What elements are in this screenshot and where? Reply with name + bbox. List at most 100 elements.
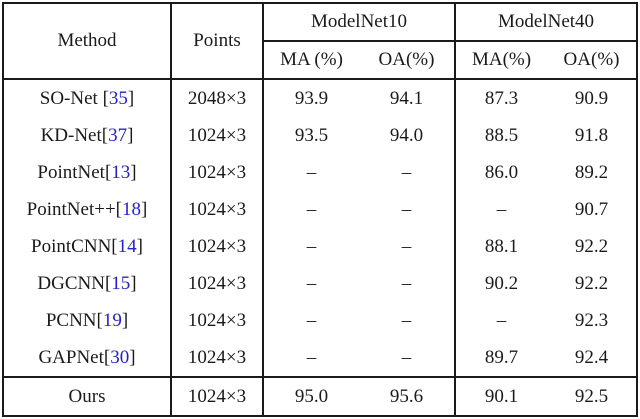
cite-bracket: [ xyxy=(111,235,118,257)
cite-bracket: [ xyxy=(102,87,109,109)
method-cell: PointNet[13] xyxy=(3,154,172,191)
table-row-ours: Ours 1024×3 95.0 95.6 90.1 92.5 xyxy=(3,376,638,416)
method-cell: DGCNN[15] xyxy=(3,265,172,302)
subheader-oa10: OA(%) xyxy=(359,41,457,79)
mn40-ma-cell: 90.2 xyxy=(484,272,519,294)
points-cell: 1024×3 xyxy=(171,191,264,228)
mn10-oa-cell: 95.6 xyxy=(359,376,457,416)
points-cell: 1024×3 xyxy=(171,339,264,377)
mn40-ma-cell: 88.1 xyxy=(484,235,519,257)
points-cell: 1024×3 xyxy=(171,117,264,154)
table-row: PointNet++[18] 1024×3 – – – 90.7 xyxy=(3,191,637,228)
points-cell: 1024×3 xyxy=(171,376,264,416)
method-cell: Ours xyxy=(3,376,172,416)
mn40-ma-cell: – xyxy=(496,198,507,220)
cite-bracket: ] xyxy=(130,272,137,294)
cite-bracket: ] xyxy=(127,124,134,146)
cite-bracket: [ xyxy=(115,198,122,220)
mn10-oa-cell: 94.0 xyxy=(359,117,457,154)
method-label: DGCNN xyxy=(37,272,105,294)
mn10-oa-cell: – xyxy=(359,228,457,265)
subheader-ma10: MA (%) xyxy=(280,49,343,70)
mn40-oa-cell: 90.7 xyxy=(574,198,609,220)
table-row: PCNN[19] 1024×3 – – – 92.3 xyxy=(3,302,637,339)
points-cell: 1024×3 xyxy=(171,302,264,339)
method-cell: GAPNet[30] xyxy=(3,339,172,377)
mn40-oa-cell: 90.9 xyxy=(547,78,638,117)
cite-bracket: ] xyxy=(130,161,137,183)
cite-bracket: [ xyxy=(101,124,109,146)
method-label: SO-Net xyxy=(39,87,103,109)
table-row: SO-Net [35] 2048×3 93.9 94.1 87.3 90.9 xyxy=(3,78,638,117)
citation-link[interactable]: 37 xyxy=(108,124,128,146)
column-header-points: Points xyxy=(171,3,264,79)
method-cell: SO-Net [35] xyxy=(3,78,172,117)
points-cell: 1024×3 xyxy=(171,154,264,191)
mn10-ma-cell: – xyxy=(306,272,317,294)
citation-link[interactable]: 18 xyxy=(122,198,141,220)
mn40-oa-cell: 92.4 xyxy=(574,346,609,368)
method-cell: KD-Net[37] xyxy=(3,117,172,154)
method-label: PointNet xyxy=(37,161,105,183)
subheader-oa40: OA(%) xyxy=(563,49,620,70)
table-row: DGCNN[15] 1024×3 – – 90.2 92.2 xyxy=(3,265,637,302)
table-row: GAPNet[30] 1024×3 – – 89.7 92.4 xyxy=(3,339,637,377)
method-label: PointCNN xyxy=(31,235,112,257)
mn10-oa-cell: – xyxy=(359,191,457,228)
method-cell: PointNet++[18] xyxy=(3,191,172,228)
citation-link[interactable]: 15 xyxy=(111,272,131,294)
column-group-modelnet40: ModelNet40 xyxy=(455,3,638,42)
cite-bracket: ] xyxy=(141,198,148,220)
mn40-ma-cell: 88.5 xyxy=(484,124,519,146)
cite-bracket: ] xyxy=(127,87,135,109)
column-header-method: Method xyxy=(3,3,172,79)
mn40-ma-cell: – xyxy=(496,309,507,331)
mn10-oa-cell: – xyxy=(359,265,457,302)
mn10-ma-cell: – xyxy=(306,161,317,183)
mn10-ma-cell: 93.9 xyxy=(263,78,359,117)
mn40-oa-cell: 92.2 xyxy=(574,235,609,257)
mn10-oa-cell: – xyxy=(359,339,457,377)
mn10-ma-cell: – xyxy=(306,235,317,257)
table-row: PointCNN[14] 1024×3 – – 88.1 92.2 xyxy=(3,228,637,265)
mn40-ma-cell: 90.1 xyxy=(455,376,548,416)
cite-bracket: ] xyxy=(136,235,143,257)
mn40-ma-cell: 86.0 xyxy=(484,161,519,183)
method-cell: PointCNN[14] xyxy=(3,228,172,265)
column-group-modelnet10: ModelNet10 xyxy=(263,3,457,42)
citation-link[interactable]: 35 xyxy=(108,87,128,109)
mn10-oa-cell: – xyxy=(359,154,457,191)
points-cell: 1024×3 xyxy=(171,265,264,302)
mn10-ma-cell: 95.0 xyxy=(263,376,359,416)
mn10-ma-cell: 93.5 xyxy=(294,124,329,146)
citation-link[interactable]: 14 xyxy=(117,235,137,257)
mn10-ma-cell: – xyxy=(306,309,317,331)
points-cell: 2048×3 xyxy=(171,78,264,117)
mn10-oa-cell: 94.1 xyxy=(359,78,457,117)
mn40-ma-cell: 89.7 xyxy=(484,346,519,368)
table-row: KD-Net[37] 1024×3 93.5 94.0 88.5 91.8 xyxy=(3,117,637,154)
cite-bracket: [ xyxy=(96,309,103,331)
points-cell: 1024×3 xyxy=(171,228,264,265)
citation-link[interactable]: 13 xyxy=(111,161,131,183)
cite-bracket: ] xyxy=(129,346,136,368)
cite-bracket: [ xyxy=(104,161,112,183)
citation-link[interactable]: 30 xyxy=(110,346,130,368)
mn10-ma-cell: – xyxy=(306,346,317,368)
citation-link[interactable]: 19 xyxy=(102,309,122,331)
method-label: PCNN xyxy=(45,309,97,331)
mn10-oa-cell: – xyxy=(359,302,457,339)
method-label: KD-Net xyxy=(40,124,102,146)
cite-bracket: ] xyxy=(121,309,129,331)
mn40-oa-cell: 89.2 xyxy=(574,161,609,183)
cite-bracket: [ xyxy=(103,346,111,368)
mn40-ma-cell: 87.3 xyxy=(455,78,548,117)
table-row: PointNet[13] 1024×3 – – 86.0 89.2 xyxy=(3,154,637,191)
mn10-ma-cell: – xyxy=(306,198,317,220)
method-label: PointNet++ xyxy=(26,198,116,220)
mn40-oa-cell: 92.2 xyxy=(574,272,609,294)
mn40-oa-cell: 91.8 xyxy=(574,124,609,146)
mn40-oa-cell: 92.5 xyxy=(547,376,638,416)
